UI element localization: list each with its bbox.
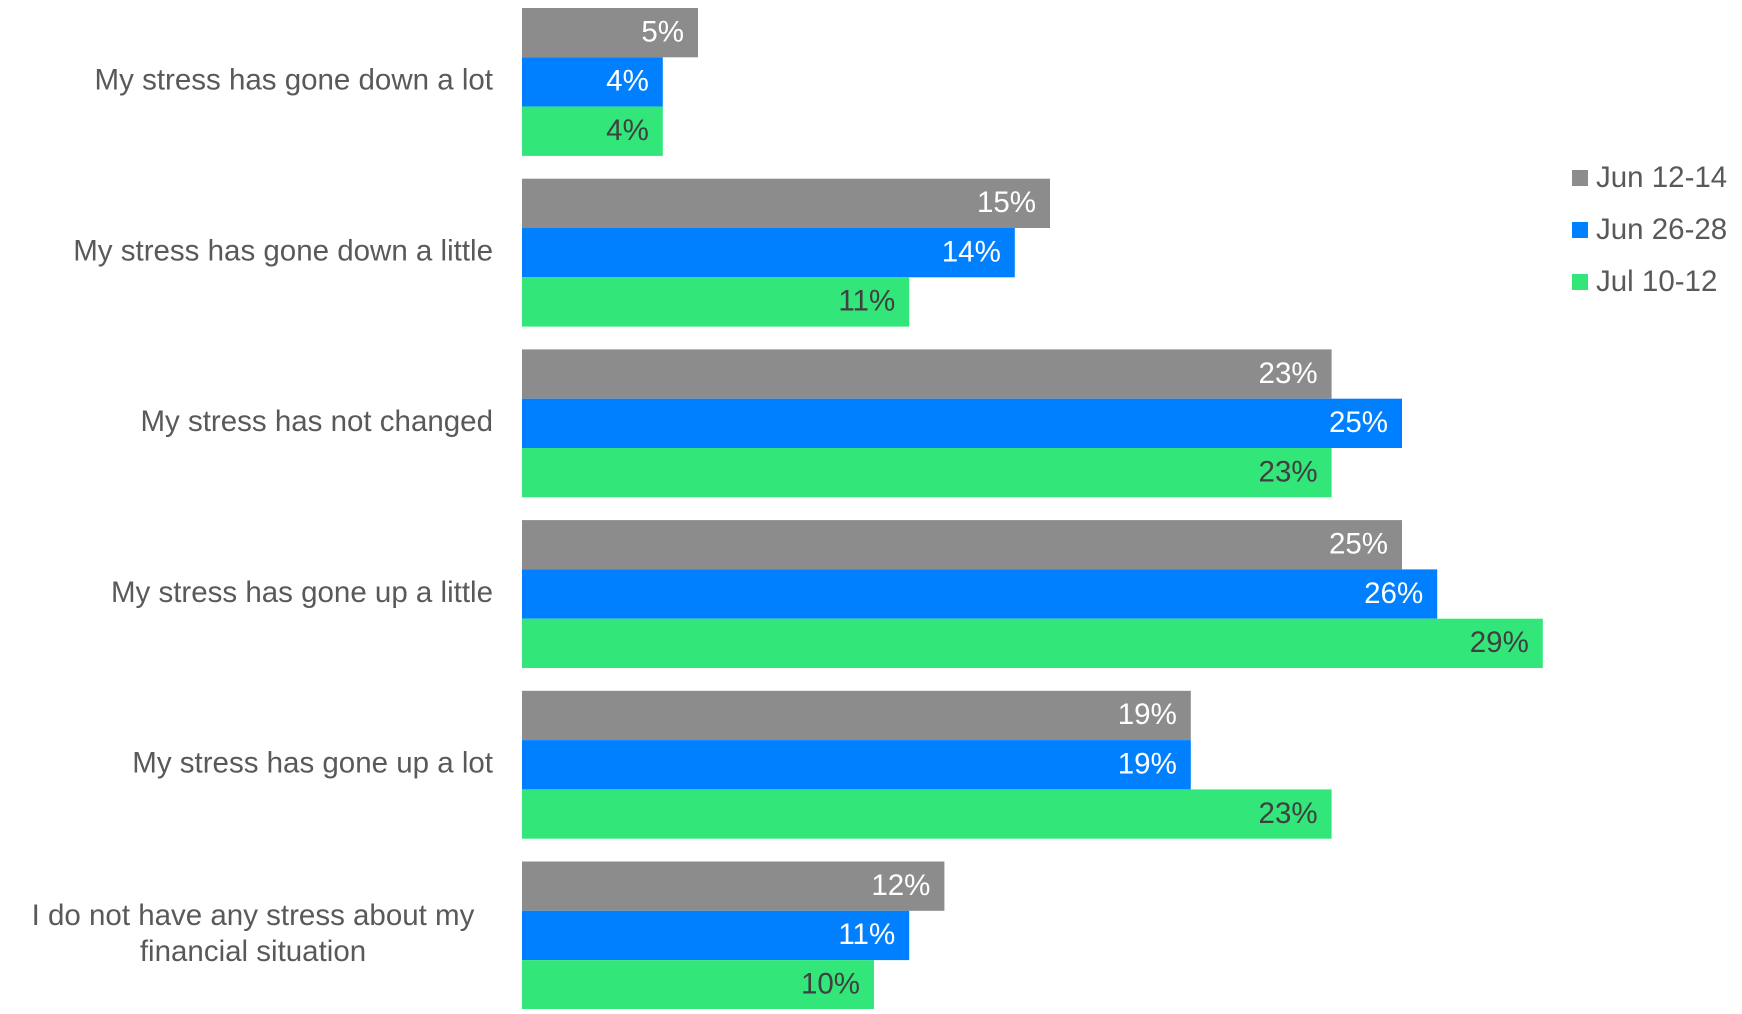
bar	[522, 106, 663, 156]
legend-swatch	[1572, 170, 1588, 186]
bar	[522, 960, 874, 1010]
data-label: 11%	[838, 285, 895, 318]
bar	[522, 520, 1402, 570]
data-label: 4%	[606, 65, 649, 98]
category-label: My stress has gone down a little	[73, 234, 493, 267]
bars-layer: 5% 4% 4% 15% 14% 11% 23% 25% 23% 25% 26% 29% 19% 19% 2…	[522, 8, 1543, 1010]
legend-label: Jul 10-12	[1596, 265, 1717, 298]
data-label: 15%	[977, 186, 1036, 219]
bar	[522, 690, 1191, 741]
data-label: 11%	[838, 918, 895, 951]
data-label: 25%	[1329, 528, 1388, 561]
category-label: I do not have any stress about my	[32, 899, 475, 932]
legend: Jun 12-14 Jun 26-28 Jul 10-12	[1572, 161, 1727, 298]
legend-swatch	[1572, 222, 1588, 238]
bar	[522, 57, 663, 107]
data-label: 26%	[1364, 577, 1423, 610]
data-label: 19%	[1118, 698, 1177, 731]
bar	[522, 178, 1050, 228]
data-label: 19%	[1118, 748, 1177, 781]
bar	[522, 569, 1438, 619]
data-label: 23%	[1259, 357, 1318, 390]
bar	[522, 8, 698, 58]
bar	[522, 618, 1543, 668]
category-label: My stress has gone down a lot	[95, 64, 493, 97]
bar	[522, 277, 910, 327]
bar	[522, 448, 1332, 498]
legend-label: Jun 12-14	[1596, 161, 1727, 194]
bar	[522, 910, 910, 961]
bar	[522, 861, 945, 911]
bar	[522, 349, 1332, 399]
data-label: 12%	[871, 869, 930, 902]
category-label: My stress has gone up a little	[111, 576, 493, 609]
bar	[522, 398, 1402, 448]
category-label: My stress has not changed	[140, 405, 493, 438]
bar	[522, 789, 1332, 839]
data-label: 29%	[1470, 626, 1529, 659]
data-label: 10%	[801, 968, 860, 1001]
legend-label: Jun 26-28	[1596, 213, 1727, 246]
data-label: 4%	[606, 114, 649, 147]
bar	[522, 740, 1191, 790]
data-label: 25%	[1329, 406, 1388, 439]
legend-swatch	[1572, 274, 1588, 290]
category-label: financial situation	[140, 935, 366, 968]
bar	[522, 228, 1015, 278]
category-labels: My stress has gone down a lot My stress h…	[32, 64, 493, 969]
data-label: 5%	[641, 15, 684, 48]
data-label: 23%	[1259, 455, 1318, 488]
category-label: My stress has gone up a lot	[132, 747, 493, 780]
data-label: 23%	[1259, 797, 1318, 830]
data-label: 14%	[942, 235, 1001, 268]
